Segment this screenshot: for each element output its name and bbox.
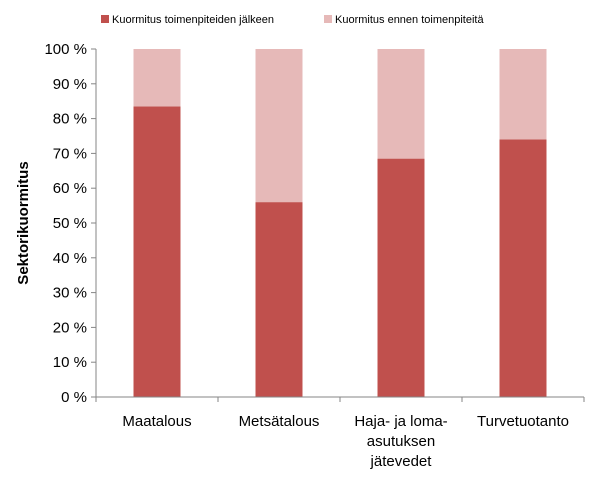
y-tick-label: 70 % bbox=[53, 145, 87, 162]
bar-before-1 bbox=[255, 49, 303, 203]
y-tick-label: 100 % bbox=[44, 41, 87, 58]
bars bbox=[133, 49, 547, 398]
legend: Kuormitus toimenpiteiden jälkeen Kuormitu… bbox=[101, 14, 484, 26]
bar-after-3 bbox=[499, 139, 547, 398]
y-tick-label: 30 % bbox=[53, 285, 87, 302]
x-tick-label: Metsätalous bbox=[239, 413, 320, 430]
y-tick-label: 10 % bbox=[53, 354, 87, 371]
bar-before-2 bbox=[377, 49, 425, 159]
y-tick-label: 50 % bbox=[53, 215, 87, 232]
bar-before-3 bbox=[499, 49, 547, 140]
x-tick-label: Turvetuotanto bbox=[477, 413, 569, 430]
x-tick-label: Haja- ja loma- bbox=[354, 413, 447, 430]
y-axis-label: Sektorikuormitus bbox=[15, 161, 32, 284]
bar-after-0 bbox=[133, 106, 181, 398]
x-tick-label: jätevedet bbox=[370, 453, 433, 470]
legend-label: Kuormitus toimenpiteiden jälkeen bbox=[112, 14, 274, 26]
legend-label: Kuormitus ennen toimenpiteitä bbox=[335, 14, 484, 26]
y-tick-label: 0 % bbox=[61, 389, 87, 406]
bar-after-2 bbox=[377, 158, 425, 397]
axes bbox=[95, 49, 585, 402]
y-tick-label: 40 % bbox=[53, 250, 87, 267]
y-tick-label: 20 % bbox=[53, 319, 87, 336]
legend-swatch bbox=[101, 15, 109, 23]
bar-after-1 bbox=[255, 202, 303, 397]
x-tick-label: asutuksen bbox=[367, 433, 435, 450]
bar-before-0 bbox=[133, 49, 181, 107]
y-tick-label: 80 % bbox=[53, 111, 87, 128]
legend-swatch bbox=[324, 15, 332, 23]
x-axis-labels: Maatalous Metsätalous Haja- ja loma-asutuk… bbox=[122, 413, 569, 470]
y-tick-label: 90 % bbox=[53, 76, 87, 93]
y-tick-label: 60 % bbox=[53, 180, 87, 197]
y-axis-ticks: 0 % 10 % 20 % 30 % 40 % 50 % 60 % 70 % 80 % 90 % 1… bbox=[44, 41, 96, 406]
x-tick-label: Maatalous bbox=[122, 413, 191, 430]
